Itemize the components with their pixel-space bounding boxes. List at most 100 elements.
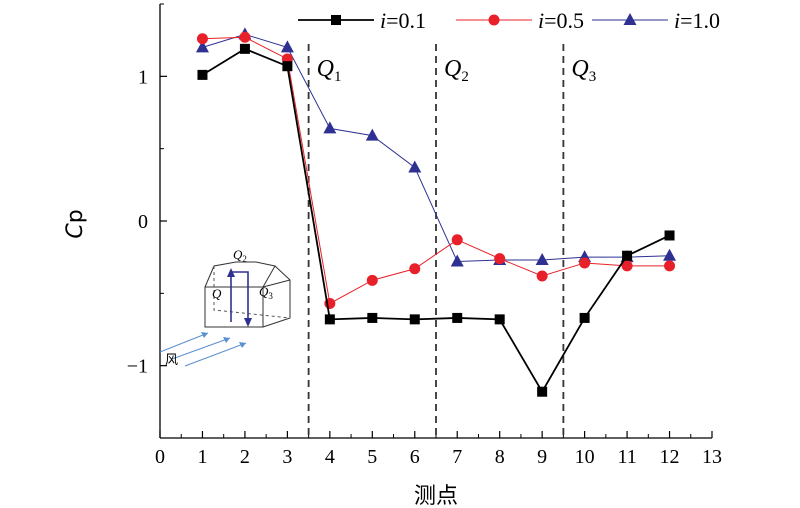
inset-label-q2-q: Q [233, 247, 243, 262]
inset-label-q2: Q2 [233, 247, 247, 264]
legend-label: i=0.1 [380, 8, 426, 33]
data-point [366, 274, 378, 286]
divider-label-q: Q [444, 56, 461, 82]
inset-label-q1-q: Q [212, 286, 222, 301]
inset-right-face [262, 265, 291, 328]
legend-label-val: =0.1 [386, 8, 426, 33]
legend-entry: i=1.0 [592, 8, 720, 33]
y-tick-label: 1 [138, 66, 148, 88]
data-point [196, 33, 208, 45]
series-line [202, 33, 670, 263]
data-point [663, 248, 677, 261]
divider-label-q: Q [317, 56, 334, 82]
y-axis-title: Cp [63, 209, 88, 238]
x-tick-label: 7 [452, 446, 462, 468]
x-tick-label: 5 [367, 446, 377, 468]
legend-entry: i=0.1 [298, 8, 426, 33]
data-point [664, 260, 676, 272]
data-point [195, 40, 209, 53]
x-tick-label: 3 [282, 446, 292, 468]
y-tick-label: 0 [138, 211, 148, 233]
inset-arrow-head [244, 318, 252, 327]
inset-wind-arrowhead [201, 332, 208, 338]
inset-wind-arrow [171, 337, 231, 360]
divider-label-sub: 3 [589, 69, 597, 85]
legend-label: i=1.0 [674, 8, 720, 33]
y-axis-title-sub: p [63, 209, 88, 223]
x-tick-label: 10 [575, 446, 595, 468]
data-point [239, 31, 251, 43]
data-point [535, 253, 549, 266]
building-inset: Q2Q Q3风 [159, 247, 291, 368]
data-point [536, 270, 548, 282]
x-tick-label: 12 [660, 446, 680, 468]
inset-roof [204, 261, 276, 288]
inset-wind-arrow [159, 332, 209, 353]
data-point [197, 69, 208, 80]
data-point [451, 234, 463, 246]
inset-pressure-path [230, 271, 249, 322]
legend-label-var: i [674, 8, 680, 33]
legend-label-val: =1.0 [680, 8, 720, 33]
inset-wind-arrowhead [223, 337, 230, 343]
data-point [409, 263, 421, 275]
x-tick-label: 13 [702, 446, 722, 468]
data-point [331, 15, 341, 25]
y-axis-title-var: C [63, 223, 88, 239]
legend-entry: i=0.5 [456, 8, 584, 33]
data-point [537, 386, 548, 397]
x-tick-label: 4 [325, 446, 335, 468]
data-point [408, 160, 422, 173]
data-point [282, 61, 293, 72]
inset-edge [262, 279, 291, 288]
inset-label-q3-sub: 3 [268, 291, 273, 301]
data-point [280, 40, 294, 53]
y-tick-label: −1 [127, 356, 148, 378]
divider-label-sub: 2 [461, 69, 469, 85]
data-point [621, 260, 633, 272]
x-axis-title: 测点 [414, 484, 458, 508]
data-point [450, 254, 464, 267]
divider-label: Q3 [571, 56, 596, 85]
data-point [409, 314, 420, 325]
data-point [452, 312, 463, 323]
inset-label-q2-sub: 2 [242, 254, 247, 264]
divider-label-sub: 1 [334, 69, 342, 85]
inset-label-q1: Q [212, 286, 222, 301]
x-tick-label: 11 [617, 446, 636, 468]
series-square [197, 43, 675, 397]
data-point [365, 128, 379, 141]
data-point [239, 43, 250, 54]
legend-label: i=0.5 [538, 8, 584, 33]
data-point [367, 312, 378, 323]
data-point [664, 230, 675, 241]
x-tick-label: 8 [495, 446, 505, 468]
x-tick-label: 0 [155, 446, 165, 468]
inset-wind-label: 风 [165, 353, 178, 368]
data-point [488, 14, 500, 26]
inset-label-q3: Q3 [259, 284, 273, 301]
series-line [201, 47, 670, 394]
series-line [202, 36, 670, 305]
series-circle [196, 31, 676, 309]
divider-label: Q1 [317, 56, 342, 85]
divider-lines: Q1 Q2 Q3 [307, 44, 596, 438]
inset-arrow-head [227, 268, 235, 277]
divider-label: Q2 [444, 56, 469, 85]
legend: i=0.1 i=0.5 i=1.0 [298, 8, 720, 33]
divider-label-q: Q [571, 56, 588, 82]
inset-wind-arrowhead [239, 342, 246, 348]
data-point [494, 253, 506, 265]
legend-label-var: i [538, 8, 544, 33]
inset-wind-arrow [184, 342, 247, 367]
x-tick-label: 1 [197, 446, 207, 468]
data-point [323, 121, 337, 134]
data-point [622, 250, 633, 261]
data-point [494, 314, 505, 325]
x-tick-label: 6 [410, 446, 420, 468]
data-point [623, 13, 637, 25]
inset-label-q3-q: Q [259, 284, 269, 299]
x-tick-label: 2 [240, 446, 250, 468]
data-point [579, 312, 590, 323]
